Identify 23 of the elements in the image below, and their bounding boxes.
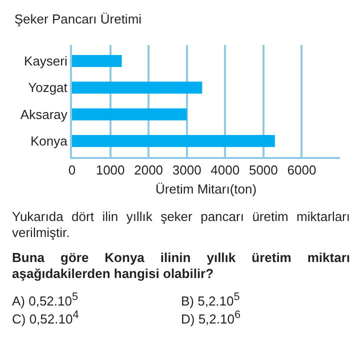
y-tick-label: Aksaray (20, 106, 68, 122)
chart-title: Şeker Pancarı Üretimi (14, 11, 142, 26)
text: A) 0,52.10$^{5}$ (12, 291, 80, 310)
x-tick-label: 4000 (210, 162, 240, 178)
bar (72, 55, 122, 67)
text: Buna göre Konya ilinin yıllık üretim miktarı aşağıdakilerden hangisi olabilir? (12, 250, 350, 282)
y-tick-label: Kayseri (24, 54, 68, 69)
text: D) 5,2.10$^{6}$ (181, 309, 242, 328)
bar (72, 108, 187, 120)
text: Yukarıda dört ilin yıllık şeker pancarı üretim miktarları verilmiştir. (12, 209, 350, 240)
x-tick-label: 2000 (134, 162, 164, 178)
bar (72, 82, 202, 94)
x-tick-label: 3000 (172, 162, 202, 178)
x-tick-label: 5000 (248, 162, 278, 178)
x-tick-label: 0 (68, 162, 76, 178)
y-tick-label: Konya (30, 134, 68, 149)
bar (72, 135, 275, 147)
x-axis-title: Üretim Mitarı(ton) (155, 182, 257, 197)
x-tick-label: 6000 (287, 162, 316, 178)
y-tick-label: Yozgat (28, 80, 68, 96)
text: C) 0,52.10$^{4}$ (12, 309, 80, 328)
text: B) 5,2.10$^{5}$ (181, 291, 241, 310)
x-tick-label: 1000 (96, 162, 125, 178)
